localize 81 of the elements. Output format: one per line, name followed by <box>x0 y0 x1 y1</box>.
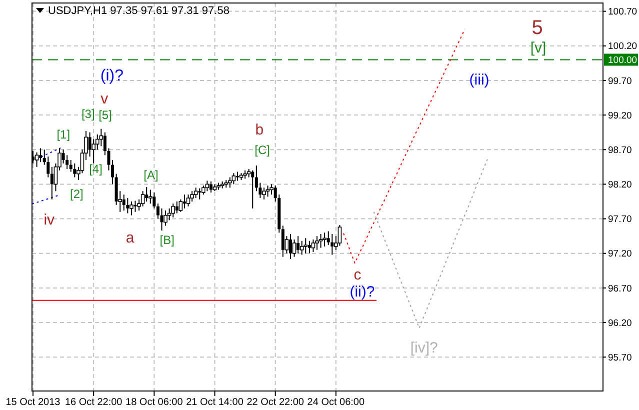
candlestick <box>175 200 178 214</box>
y-tick-label: 100.70 <box>608 6 638 18</box>
chart-title: USDJPY,H1 97.35 97.61 97.31 97.58 <box>48 5 230 17</box>
candlestick <box>134 200 137 212</box>
x-tick-label: 15 Oct 2013 <box>6 397 61 408</box>
annotation: [v] <box>530 39 546 56</box>
candlestick <box>140 190 145 207</box>
candlestick <box>186 194 190 207</box>
candlestick <box>300 240 304 256</box>
y-tick-label: 97.20 <box>608 248 632 260</box>
candlestick <box>318 234 323 248</box>
x-tick-label: 24 Oct 06:00 <box>307 397 365 408</box>
candlestick <box>148 189 152 204</box>
annotation: v <box>100 90 109 108</box>
annotation: (i)? <box>100 68 124 85</box>
y-tick-label: 96.70 <box>608 283 632 294</box>
annotation: [iv]? <box>410 339 438 356</box>
x-tick-label: 22 Oct 22:00 <box>246 397 304 408</box>
candlestick <box>330 234 334 256</box>
y-tick-label: 98.20 <box>608 180 632 191</box>
annotation: c <box>354 266 362 284</box>
annotation: [1] <box>56 127 70 142</box>
annotation: [3] <box>81 107 95 122</box>
line-series <box>373 158 488 329</box>
annotation: b <box>255 121 264 138</box>
y-tick-label: 99.70 <box>608 76 632 87</box>
candlestick <box>322 232 326 247</box>
ref-line-label: 100.00 <box>608 55 638 66</box>
candlestick <box>270 184 274 196</box>
y-tick-label: 97.70 <box>608 214 632 226</box>
candlestick <box>311 239 316 252</box>
annotation: (ii)? <box>350 283 375 300</box>
candlestick <box>145 186 148 202</box>
candlestick <box>198 188 202 200</box>
candlestick <box>228 176 232 188</box>
candlestick <box>205 180 210 192</box>
candlestick <box>164 210 168 226</box>
candlestick <box>232 172 236 185</box>
x-tick-label: 16 Oct 22:00 <box>64 397 123 408</box>
annotation: [A] <box>144 168 158 182</box>
annotation: a <box>126 229 135 246</box>
candlestick <box>39 148 42 163</box>
candlestick <box>266 185 270 198</box>
candlestick <box>130 200 134 216</box>
annotation: iv <box>44 211 56 228</box>
x-tick-label: 18 Oct 06:00 <box>126 397 184 408</box>
y-tick-label: 99.20 <box>608 110 632 122</box>
candlestick <box>152 192 156 209</box>
annotation: [C] <box>254 143 270 158</box>
candlestick <box>315 236 319 250</box>
candlestick <box>194 187 198 199</box>
y-tick-label: 95.70 <box>608 352 632 364</box>
y-tick-label: 98.70 <box>608 144 632 156</box>
candlestick <box>338 224 342 246</box>
candlestick <box>288 234 292 260</box>
annotation: (iii) <box>469 71 490 88</box>
candlestick <box>251 170 254 209</box>
candlestick <box>178 198 183 212</box>
candlestick <box>73 162 76 178</box>
y-tick-label: 96.20 <box>608 318 632 329</box>
candlestick <box>160 208 164 232</box>
candlestick <box>126 198 130 214</box>
annotation: 5 <box>532 17 543 39</box>
candlestick <box>304 238 308 254</box>
candlestick <box>262 187 266 200</box>
y-tick-label: 100.20 <box>608 41 638 52</box>
candlestick <box>281 225 284 258</box>
candlestick <box>182 194 186 209</box>
candlestick <box>50 166 54 200</box>
x-tick-label: 21 Oct 14:00 <box>186 397 244 408</box>
annotation: [2] <box>70 187 84 202</box>
candlestick <box>171 203 176 218</box>
candlestick <box>296 236 300 254</box>
annotation: [B] <box>160 233 174 248</box>
candlestick <box>111 160 114 185</box>
annotation: [4] <box>89 162 102 176</box>
candlestick <box>34 152 39 168</box>
annotation: [5] <box>98 108 112 122</box>
candlestick <box>308 240 311 254</box>
candlestick <box>209 180 212 194</box>
candlestick <box>122 194 126 211</box>
